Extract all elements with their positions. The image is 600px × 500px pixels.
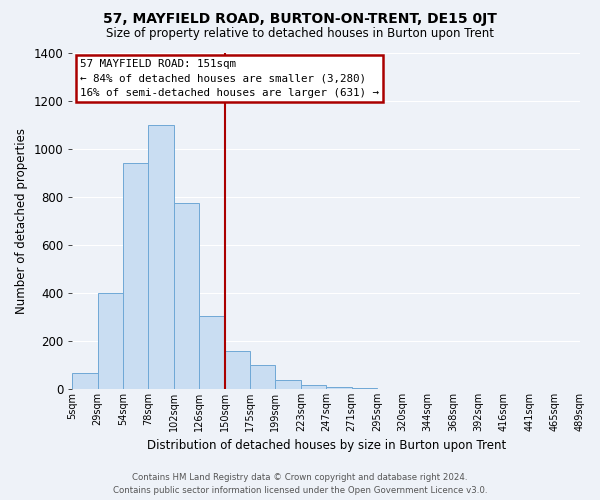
Text: Size of property relative to detached houses in Burton upon Trent: Size of property relative to detached ho…	[106, 28, 494, 40]
Bar	[73, 374, 98, 389]
Text: 57 MAYFIELD ROAD: 151sqm
← 84% of detached houses are smaller (3,280)
16% of sem: 57 MAYFIELD ROAD: 151sqm ← 84% of detach…	[80, 59, 379, 98]
Y-axis label: Number of detached properties: Number of detached properties	[15, 128, 28, 314]
Bar	[224, 350, 250, 389]
Bar	[98, 293, 123, 389]
Bar	[199, 316, 224, 389]
Text: 57, MAYFIELD ROAD, BURTON-ON-TRENT, DE15 0JT: 57, MAYFIELD ROAD, BURTON-ON-TRENT, DE15…	[103, 12, 497, 26]
Bar	[326, 387, 352, 389]
X-axis label: Distribution of detached houses by size in Burton upon Trent: Distribution of detached houses by size …	[146, 440, 506, 452]
Bar	[174, 202, 199, 389]
Text: Contains HM Land Registry data © Crown copyright and database right 2024.
Contai: Contains HM Land Registry data © Crown c…	[113, 474, 487, 495]
Bar	[352, 388, 377, 389]
Bar	[301, 384, 326, 389]
Bar	[250, 365, 275, 389]
Bar	[148, 124, 174, 389]
Bar	[123, 163, 148, 389]
Bar	[275, 380, 301, 389]
